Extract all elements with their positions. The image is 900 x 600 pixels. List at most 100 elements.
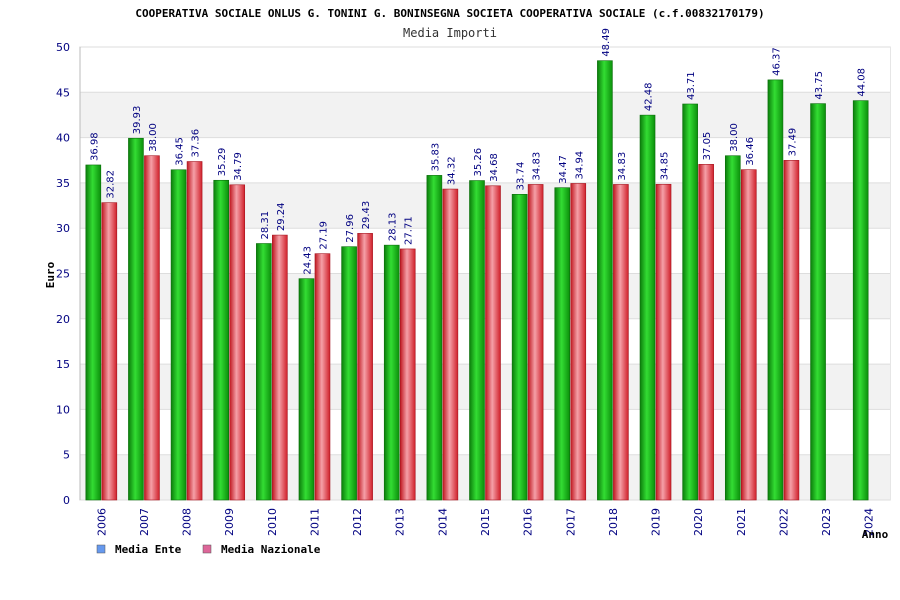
grid-band: [80, 92, 890, 138]
data-label-media-nazionale-2016: 34.83: [532, 152, 543, 181]
bar-media-nazionale-2009: [229, 184, 246, 501]
chart-subtitle: Media Importi: [403, 26, 497, 40]
data-label-media-nazionale-2018: 34.83: [617, 152, 628, 181]
legend-swatch-media-ente: [96, 544, 106, 554]
bar-media-ente-2008: [170, 169, 187, 501]
x-tick-label-2015: 2015: [479, 508, 492, 536]
bar-media-nazionale-2020: [698, 164, 714, 501]
x-tick-label-2019: 2019: [650, 508, 663, 536]
y-tick-label: 10: [56, 403, 70, 416]
bar-media-ente-2016: [511, 194, 528, 501]
x-axis-ticks: 2006 2007 2008 2009 2010 2011 2012 2013 2014 2015…: [95, 508, 875, 536]
bar-media-nazionale-2016: [527, 184, 544, 501]
data-label-media-nazionale-2019: 34.85: [660, 152, 671, 181]
bar-media-ente-2021: [724, 155, 741, 501]
y-axis-label: Euro: [44, 261, 57, 288]
legend-swatch-media-nazionale: [202, 544, 212, 554]
x-tick-label-2023: 2023: [820, 508, 833, 536]
y-tick-label: 15: [56, 358, 70, 371]
bar-media-ente-2014: [426, 175, 443, 501]
bar-media-nazionale-2021: [740, 169, 757, 501]
bar-media-nazionale-2006: [101, 202, 118, 501]
bar-media-nazionale-2018: [613, 184, 629, 501]
bar-media-nazionale-2008: [186, 161, 203, 501]
data-label-media-ente-2007: 39.93: [132, 106, 143, 135]
data-labels: 36.98 32.82 39.93 38.00 36.45 37.36 35.29 34.79…: [89, 28, 867, 275]
data-label-media-ente-2015: 35.26: [473, 148, 484, 177]
x-tick-label-2024: 2024: [863, 508, 876, 536]
x-tick-label-2022: 2022: [777, 508, 790, 536]
x-tick-label-2006: 2006: [95, 508, 108, 536]
x-tick-label-2013: 2013: [394, 508, 407, 536]
data-label-media-nazionale-2008: 37.36: [191, 129, 202, 158]
data-label-media-nazionale-2013: 27.71: [404, 216, 415, 245]
data-label-media-nazionale-2021: 36.46: [745, 137, 756, 166]
bar-media-ente-2015: [469, 180, 485, 501]
data-label-media-ente-2021: 38.00: [729, 123, 740, 152]
y-tick-label: 5: [63, 449, 70, 462]
bar-media-nazionale-2013: [399, 248, 416, 501]
bar-media-nazionale-2014: [442, 188, 459, 501]
data-label-media-nazionale-2014: 34.32: [446, 156, 457, 185]
x-axis-label: Anno: [862, 528, 889, 541]
x-tick-label-2016: 2016: [522, 508, 535, 536]
y-tick-label: 40: [56, 132, 70, 145]
bar-media-ente-2013: [383, 244, 400, 501]
bar-media-nazionale-2010: [272, 234, 288, 501]
data-label-media-ente-2020: 43.71: [686, 71, 697, 100]
bar-media-ente-2024: [852, 100, 869, 501]
bar-media-nazionale-2015: [485, 185, 501, 501]
data-label-media-ente-2019: 42.48: [644, 82, 655, 111]
data-label-media-ente-2013: 28.13: [388, 213, 399, 242]
data-label-media-ente-2010: 28.31: [260, 211, 271, 240]
bar-media-ente-2020: [682, 103, 698, 501]
bar-media-ente-2011: [298, 278, 315, 501]
bar-media-ente-2006: [85, 164, 102, 501]
y-tick-label: 20: [56, 313, 70, 326]
x-tick-label-2017: 2017: [564, 508, 577, 536]
legend-label-media-ente: Media Ente: [115, 543, 182, 556]
grid-band: [80, 47, 890, 93]
data-label-media-ente-2006: 36.98: [89, 132, 100, 161]
data-label-media-ente-2023: 43.75: [814, 71, 825, 100]
bar-media-nazionale-2011: [314, 253, 331, 501]
bar-media-ente-2018: [597, 60, 613, 501]
data-label-media-ente-2012: 27.96: [345, 214, 356, 243]
y-tick-label: 25: [56, 268, 70, 281]
bar-media-ente-2007: [128, 137, 144, 501]
y-tick-label: 50: [56, 41, 70, 54]
legend: Media Ente Media Nazionale: [96, 543, 321, 556]
data-label-media-nazionale-2015: 34.68: [489, 153, 500, 182]
data-label-media-nazionale-2011: 27.19: [318, 221, 329, 250]
bar-media-ente-2017: [554, 187, 571, 501]
data-label-media-ente-2018: 48.49: [601, 28, 612, 57]
legend-label-media-nazionale: Media Nazionale: [221, 543, 321, 556]
data-label-media-nazionale-2010: 29.24: [276, 202, 287, 231]
data-label-media-nazionale-2017: 34.94: [574, 151, 585, 180]
x-tick-label-2009: 2009: [223, 508, 236, 536]
bar-media-nazionale-2012: [357, 233, 373, 501]
data-label-media-ente-2024: 44.08: [857, 68, 868, 97]
bar-media-ente-2023: [810, 103, 826, 501]
bar-media-nazionale-2019: [655, 183, 672, 501]
x-tick-label-2018: 2018: [607, 508, 620, 536]
y-tick-label: 0: [63, 494, 70, 507]
data-label-media-nazionale-2007: 38.00: [148, 123, 159, 152]
bar-media-ente-2009: [213, 179, 230, 501]
bar-media-ente-2010: [256, 243, 272, 501]
data-label-media-nazionale-2022: 37.49: [787, 128, 798, 157]
bar-media-ente-2019: [639, 114, 656, 501]
data-label-media-nazionale-2009: 34.79: [233, 152, 244, 181]
data-label-media-nazionale-2020: 37.05: [702, 132, 713, 161]
bar-media-ente-2022: [767, 79, 784, 501]
data-label-media-nazionale-2012: 29.43: [361, 201, 372, 230]
data-label-media-ente-2009: 35.29: [217, 148, 228, 177]
y-axis-ticks: 0 5 10 15 20 25 30 35 40 45 50: [56, 41, 70, 507]
bar-media-ente-2012: [341, 246, 357, 501]
x-tick-label-2007: 2007: [138, 508, 151, 536]
y-tick-label: 35: [56, 177, 70, 190]
bars: [85, 60, 869, 501]
data-label-media-ente-2008: 36.45: [175, 137, 186, 166]
x-tick-label-2011: 2011: [308, 508, 321, 536]
